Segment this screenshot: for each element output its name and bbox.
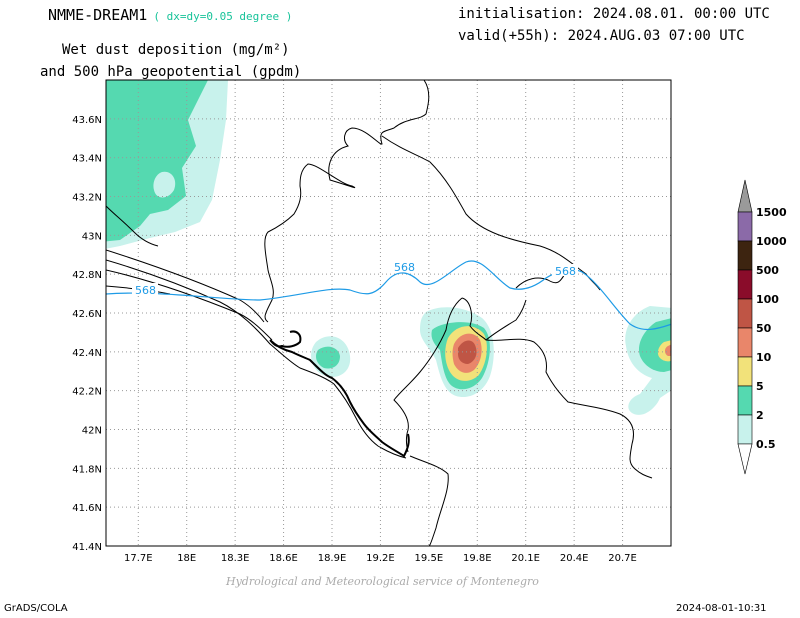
lat-tick-label: 43.6N: [72, 115, 102, 126]
colorbar-level-label: 1500: [756, 206, 787, 219]
colorbar-swatch: [737, 327, 753, 358]
resolution-label: ( dx=dy=0.05 degree ): [153, 10, 293, 23]
lat-tick-label: 42.4N: [72, 348, 102, 359]
border-kosovo-north-macedonia: [515, 271, 567, 289]
contour-568-line: [106, 260, 671, 331]
colorbar-level-label: 1000: [756, 235, 787, 248]
axis-labels: 17.7E 18E 18.3E 18.6E 18.9E 19.2E 19.5E 19.8E 20…: [72, 115, 637, 564]
colorbar-level-label: 5: [756, 380, 764, 393]
colorbar-level-label: 2: [756, 409, 764, 422]
lon-tick-label: 20.1E: [511, 553, 540, 564]
colorbar-level-label: 0.5: [756, 438, 776, 451]
dust-area-east-5: [657, 340, 671, 362]
lon-tick-label: 18E: [177, 553, 196, 564]
map-frame: [105, 79, 672, 547]
dust-area-northwest: [106, 80, 208, 242]
border-albania-kosovo: [485, 338, 653, 479]
border-albania-north: [393, 297, 463, 453]
lon-tick-label: 19.8E: [463, 553, 492, 564]
dust-area-east-10: [665, 344, 671, 356]
colorbar-swatch: [737, 356, 753, 387]
contour-labels: 568 568 568: [132, 260, 578, 297]
dust-area-central-50: [458, 340, 477, 364]
lat-tick-label: 43.4N: [72, 154, 102, 165]
model-title: NMME-DREAM1 ( dx=dy=0.05 degree ): [48, 6, 292, 24]
colorbar-arrow-bottom: [737, 443, 753, 475]
credit-text: Hydrological and Meteorological service …: [226, 575, 539, 588]
geopotential-contour: [106, 260, 671, 331]
colorbar-swatch: [737, 211, 753, 242]
dust-area-northwest-hole: [153, 171, 176, 198]
lat-tick-label: 43N: [82, 231, 102, 242]
border-northwest: [106, 205, 159, 247]
border-bosnia-serbia: [264, 80, 430, 323]
lat-tick-label: 42.8N: [72, 270, 102, 281]
coastline-montenegro: [269, 330, 410, 458]
lon-tick-label: 18.6E: [269, 553, 298, 564]
colorbar: 1500 1000 500 100 50 10 5 2 0.5: [737, 179, 787, 475]
colorbar-swatch: [737, 269, 753, 300]
lon-tick-label: 20.7E: [608, 553, 637, 564]
initialisation-time: initialisation: 2024.08.01. 00:00 UTC: [458, 6, 770, 22]
colorbar-swatch: [737, 240, 753, 271]
colorbar-swatch: [737, 414, 753, 445]
software-label: GrADS/COLA: [4, 603, 68, 614]
lat-tick-label: 43.2N: [72, 193, 102, 204]
lat-tick-label: 42.2N: [72, 387, 102, 398]
lon-tick-label: 18.9E: [318, 553, 347, 564]
gridlines: [106, 80, 671, 546]
coastline-croatia: [106, 259, 407, 459]
coastline-albania: [409, 455, 449, 546]
lat-tick-label: 42N: [82, 426, 102, 437]
colorbar-level-label: 100: [756, 293, 779, 306]
colorbar-swatch: [737, 298, 753, 329]
lon-tick-label: 18.3E: [221, 553, 250, 564]
colorbar-level-label: 10: [756, 351, 772, 364]
contour-label-center: 568: [394, 261, 415, 274]
colorbar-level-label: 500: [756, 264, 779, 277]
lat-tick-label: 42.6N: [72, 309, 102, 320]
variable-title-line1: Wet dust deposition (mg/m²): [62, 42, 290, 58]
lat-tick-label: 41.6N: [72, 503, 102, 514]
lon-tick-label: 19.2E: [366, 553, 395, 564]
lon-tick-label: 17.7E: [124, 553, 153, 564]
colorbar-arrow-top: [737, 179, 753, 213]
valid-time: valid(+55h): 2024.AUG.03 07:00 UTC: [458, 28, 745, 44]
variable-title-line2: and 500 hPa geopotential (gpdm): [40, 64, 302, 80]
lat-tick-label: 41.8N: [72, 464, 102, 475]
lon-tick-label: 19.5E: [415, 553, 444, 564]
borders-and-coastlines: [106, 80, 653, 546]
lon-tick-label: 20.4E: [560, 553, 589, 564]
contour-label-east: 568: [555, 265, 576, 278]
colorbar-level-label: 50: [756, 322, 772, 335]
timestamp-label: 2024-08-01-10:31: [676, 603, 767, 614]
dust-fields: [106, 80, 671, 415]
contour-label-west: 568: [135, 284, 156, 297]
model-name: NMME-DREAM1: [48, 6, 148, 24]
colorbar-swatch: [737, 385, 753, 416]
lat-tick-label: 41.4N: [72, 542, 102, 553]
